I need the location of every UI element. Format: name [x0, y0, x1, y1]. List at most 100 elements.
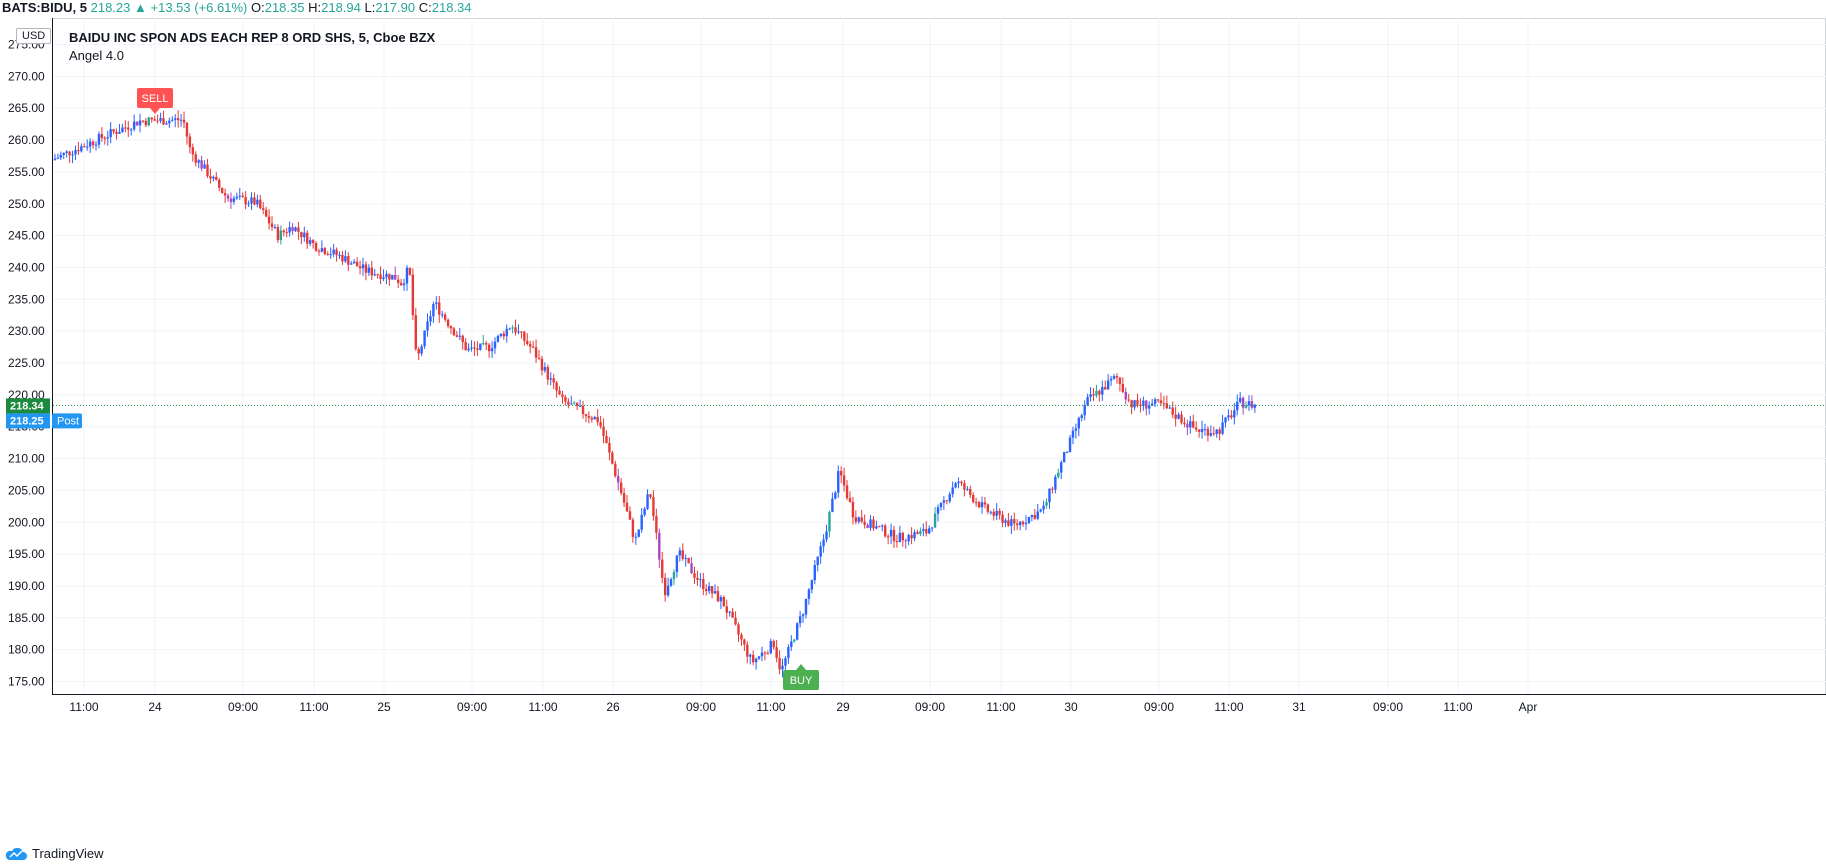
candle-body: [396, 279, 400, 283]
candle-body: [1236, 401, 1239, 411]
candle-body: [97, 134, 101, 145]
candle-body: [341, 254, 344, 262]
signal-markers: SELL BUY: [137, 88, 819, 690]
candle-body: [939, 502, 943, 508]
candle-body: [989, 511, 993, 513]
currency-badge[interactable]: USD: [16, 28, 52, 44]
candle-body: [728, 611, 731, 613]
candle-body: [658, 532, 661, 560]
candle-body: [945, 500, 949, 502]
candle-body: [925, 529, 928, 534]
candle-body: [681, 550, 684, 559]
symbol-name[interactable]: BATS:BIDU, 5: [2, 0, 87, 15]
candle-body: [564, 396, 567, 402]
candle-body: [479, 343, 482, 350]
candle-body: [291, 227, 294, 232]
candle-body: [399, 282, 403, 286]
candle-series[interactable]: [53, 110, 1257, 678]
candle-body: [1115, 376, 1119, 378]
candle-body: [91, 141, 95, 146]
candle-body: [443, 314, 447, 320]
candle-body: [65, 151, 68, 153]
indicator-label[interactable]: Angel 4.0: [69, 48, 124, 63]
candle-body: [1139, 404, 1142, 406]
candle-body: [493, 341, 497, 349]
candle-body: [1004, 520, 1007, 523]
candle-body: [1001, 514, 1004, 523]
candle-body: [819, 546, 822, 557]
candle-body: [1221, 422, 1224, 434]
candle-body: [1048, 488, 1051, 503]
candle-body: [1162, 403, 1166, 405]
candle-body: [1203, 428, 1207, 430]
candle-body: [77, 150, 80, 152]
sell-marker-label: SELL: [142, 93, 169, 105]
candle-body: [969, 488, 972, 496]
candle-body: [432, 303, 435, 317]
candle-body: [197, 160, 200, 163]
candle-body: [1148, 405, 1151, 409]
candle-body: [798, 616, 802, 624]
candle-body: [1095, 390, 1098, 396]
candle-body: [1136, 400, 1139, 405]
tradingview-logo[interactable]: TradingView: [4, 846, 104, 861]
candle-body: [913, 532, 916, 539]
candle-body: [702, 579, 705, 590]
candle-body: [226, 195, 230, 199]
candle-body: [699, 579, 702, 581]
candle-body: [1118, 377, 1122, 384]
time-tick-label: 11:00: [1443, 700, 1472, 714]
candle-body: [549, 378, 552, 380]
candle-body: [86, 146, 89, 148]
price-chart[interactable]: 275.00270.00265.00260.00255.00250.00245.…: [0, 18, 1826, 838]
candle-body: [1007, 520, 1010, 526]
candle-body: [661, 559, 664, 578]
candle-body: [103, 138, 107, 140]
candle-body: [801, 614, 805, 617]
candle-body: [813, 565, 816, 581]
candle-body: [760, 652, 764, 657]
candle-body: [986, 504, 990, 512]
candle-body: [974, 502, 978, 504]
chart-area[interactable]: 275.00 270.00 265.00 260.00 255.00 250.00 245.…: [0, 18, 1826, 838]
candle-body: [637, 529, 640, 537]
candle-body: [159, 118, 162, 121]
candle-body: [1033, 514, 1037, 519]
candle-body: [716, 591, 720, 602]
time-axis[interactable]: 11:00 24 09:00 11:00 25 09:00 11:00 26 09:00 11:0…: [69, 700, 1537, 714]
candle-body: [1098, 390, 1101, 395]
candle-body: [297, 227, 300, 232]
candle-body: [581, 405, 585, 415]
candle-body: [960, 481, 963, 484]
candle-body: [1112, 376, 1116, 379]
candle-body: [182, 119, 186, 123]
chart-title: BAIDU INC SPON ADS EACH REP 8 ORD SHS, 5…: [69, 30, 436, 45]
candle-body: [928, 528, 931, 534]
candle-body: [866, 524, 869, 528]
candle-body: [373, 274, 376, 276]
candle-body: [766, 653, 770, 655]
candle-body: [115, 131, 118, 134]
candle-body: [1054, 476, 1057, 490]
candle-body: [1206, 428, 1210, 436]
candle-body: [705, 589, 708, 592]
candle-body: [655, 516, 658, 533]
candle-body: [578, 405, 582, 407]
candle-body: [608, 442, 611, 453]
time-tick-label: 29: [836, 700, 850, 714]
candle-body: [1189, 421, 1192, 428]
candle-body: [420, 346, 423, 354]
candle-body: [364, 264, 368, 273]
price-axis[interactable]: 275.00270.00265.00260.00255.00250.00245.…: [8, 38, 45, 689]
candle-body: [1060, 462, 1063, 473]
candle-body: [872, 519, 875, 529]
time-tick-label: 11:00: [756, 700, 785, 714]
candle-body: [121, 127, 124, 133]
candle-body: [311, 240, 315, 244]
candle-body: [520, 331, 523, 333]
candle-body: [171, 119, 174, 121]
price-tick-label: 260.00: [8, 133, 45, 147]
candle-body: [1215, 429, 1218, 434]
candle-body: [106, 137, 109, 139]
candle-body: [992, 511, 995, 516]
